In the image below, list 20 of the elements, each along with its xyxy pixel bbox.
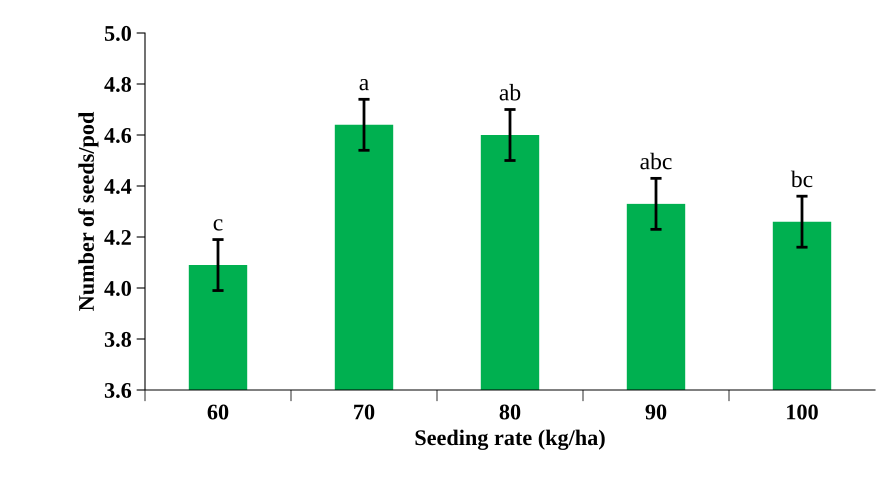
y-tick-label: 4.8 — [104, 76, 132, 92]
x-tick-label: 60 — [208, 404, 228, 420]
x-tick-label: 90 — [645, 404, 666, 420]
annotation: ab — [500, 84, 520, 101]
annotation: a — [360, 79, 369, 90]
y-tick-label: 4.4 — [104, 179, 132, 194]
x-tick-label: 80 — [500, 404, 520, 420]
x-tick-label: 100 — [787, 404, 818, 420]
x-axis-title: Seeding rate (kg/ha) — [416, 430, 605, 450]
annotation: c — [214, 219, 223, 231]
annotation: abc — [640, 152, 672, 170]
annotation: bc — [790, 170, 812, 188]
x-tick-label: 70 — [354, 404, 374, 420]
y-tick-label: 4.0 — [104, 280, 131, 296]
y-tick-label: 5.0 — [104, 26, 131, 42]
y-tick-label: 3.8 — [104, 332, 132, 348]
y-tick-label: 3.6 — [104, 382, 132, 398]
y-tick-label: 4.2 — [104, 230, 131, 246]
y-tick-label: 4.6 — [104, 128, 132, 144]
y-axis-title: Number of seeds/pod — [78, 112, 98, 311]
